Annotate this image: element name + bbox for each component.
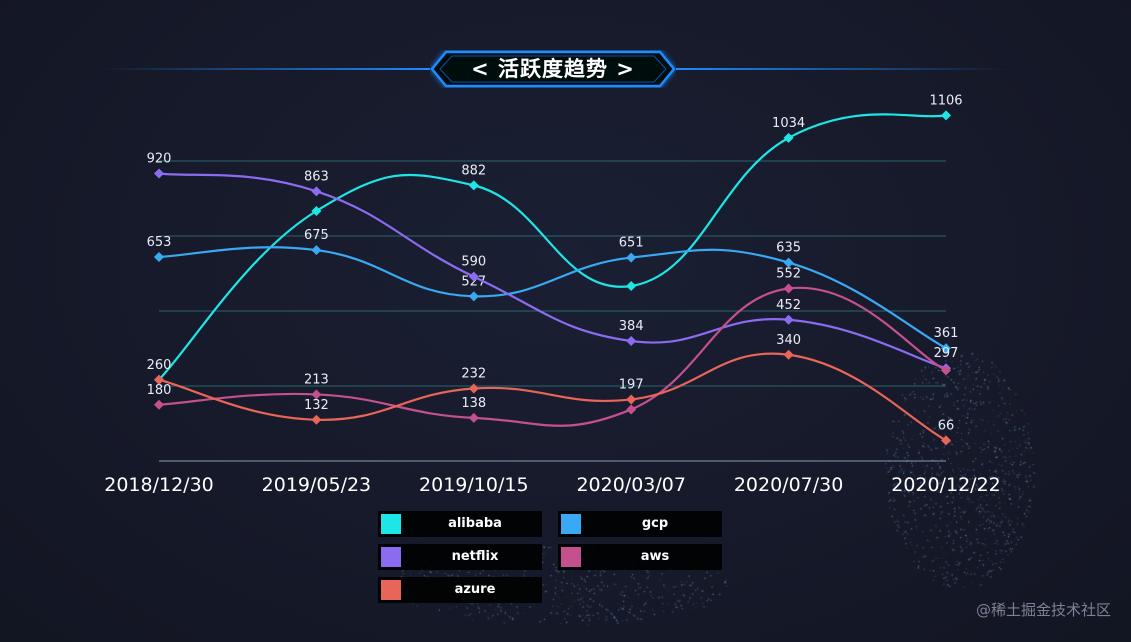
title-frame [430,50,676,88]
data-point-azure [154,374,164,385]
data-point-azure [626,394,637,405]
data-label-gcp: 527 [461,274,486,289]
legend-label: aws [640,549,670,564]
title-line-left [100,68,430,70]
series-line-alibaba [158,113,947,381]
data-label-azure: 132 [304,398,329,413]
data-label-netflix: 384 [619,319,644,334]
data-label-gcp: 651 [619,236,644,251]
data-label-azure: 197 [619,377,644,392]
data-point-netflix [468,271,479,282]
watermark-text: @稀土掘金技术社区 [975,601,1111,619]
data-label-aws: 138 [461,396,486,411]
legend-item-netflix[interactable]: netflix [378,544,542,570]
data-label-gcp: 653 [147,235,172,250]
x-tick-label: 2019/10/15 [419,474,529,496]
legend-swatch [381,514,401,534]
data-label-aws: 180 [147,383,172,398]
x-tick-label: 2018/12/30 [104,474,214,496]
legend-label: netflix [451,549,499,564]
x-tick-label: 2020/12/22 [891,474,1001,496]
data-point-gcp [941,343,951,354]
data-point-alibaba [626,281,637,291]
data-point-gcp [154,251,164,262]
data-point-azure [468,383,479,394]
legend-swatch [561,514,581,534]
legend-item-gcp[interactable]: gcp [558,511,722,537]
data-point-netflix [626,336,637,346]
data-label-netflix: 590 [461,255,486,270]
legend-label: azure [454,582,496,597]
data-point-netflix [783,314,794,325]
data-label-aws: 552 [776,267,801,282]
chart-title: < 活跃度趋势 > [471,57,635,81]
data-point-aws [783,283,794,294]
legend-swatch [381,580,401,600]
data-label-azure: 260 [147,358,172,373]
legend-swatch [381,547,401,567]
data-point-alibaba [311,206,322,216]
data-point-alibaba [783,132,794,143]
series-line-gcp [158,246,947,350]
series-line-azure [158,352,947,442]
data-label-gcp: 361 [934,326,959,341]
series-line-netflix [158,172,947,370]
data-point-alibaba [941,110,951,121]
data-label-gcp: 675 [304,228,329,243]
series-line-aws [158,286,947,427]
data-point-azure [941,435,951,446]
data-point-alibaba [468,180,479,191]
data-label-netflix: 863 [304,169,329,184]
legend-swatch [561,547,581,567]
data-label-netflix: 297 [934,346,959,361]
data-point-netflix [311,186,322,197]
data-label-gcp: 635 [776,241,801,256]
data-point-netflix [154,168,164,179]
legend-label: gcp [641,516,669,531]
x-tick-label: 2020/03/07 [576,474,686,496]
data-point-aws [626,404,637,415]
data-label-alibaba: 882 [461,163,486,178]
data-point-azure [311,414,322,425]
data-label-netflix: 452 [776,298,801,313]
data-label-alibaba: 1034 [772,116,805,131]
data-point-gcp [311,245,322,256]
title-line-right [676,68,1011,70]
data-label-aws: 213 [304,372,329,387]
legend-item-aws[interactable]: aws [558,544,722,570]
data-point-gcp [626,252,637,263]
legend-item-azure[interactable]: azure [378,577,542,603]
data-label-azure: 66 [938,418,955,433]
data-point-gcp [783,257,794,268]
data-point-aws [941,365,951,376]
data-point-aws [154,399,164,410]
data-label-azure: 232 [461,367,486,382]
data-point-gcp [468,291,479,302]
legend-label: alibaba [448,516,502,531]
data-label-netflix: 920 [147,152,172,167]
x-tick-label: 2019/05/23 [262,474,372,496]
data-point-aws [311,389,322,400]
data-point-aws [468,412,479,423]
data-label-alibaba: 1106 [929,93,962,108]
x-tick-label: 2020/07/30 [734,474,844,496]
data-label-azure: 340 [776,333,801,348]
legend-item-alibaba[interactable]: alibaba [378,511,542,537]
title-banner: < 活跃度趋势 > [430,50,676,88]
data-point-azure [783,349,794,360]
